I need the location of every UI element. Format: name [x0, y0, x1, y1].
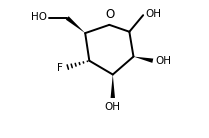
Text: OH: OH — [105, 102, 121, 112]
Text: OH: OH — [146, 10, 162, 19]
Text: O: O — [105, 8, 115, 21]
Polygon shape — [66, 16, 85, 33]
Text: F: F — [57, 63, 63, 73]
Polygon shape — [111, 75, 115, 98]
Text: OH: OH — [155, 56, 171, 66]
Text: HO: HO — [31, 12, 47, 22]
Polygon shape — [134, 57, 153, 63]
